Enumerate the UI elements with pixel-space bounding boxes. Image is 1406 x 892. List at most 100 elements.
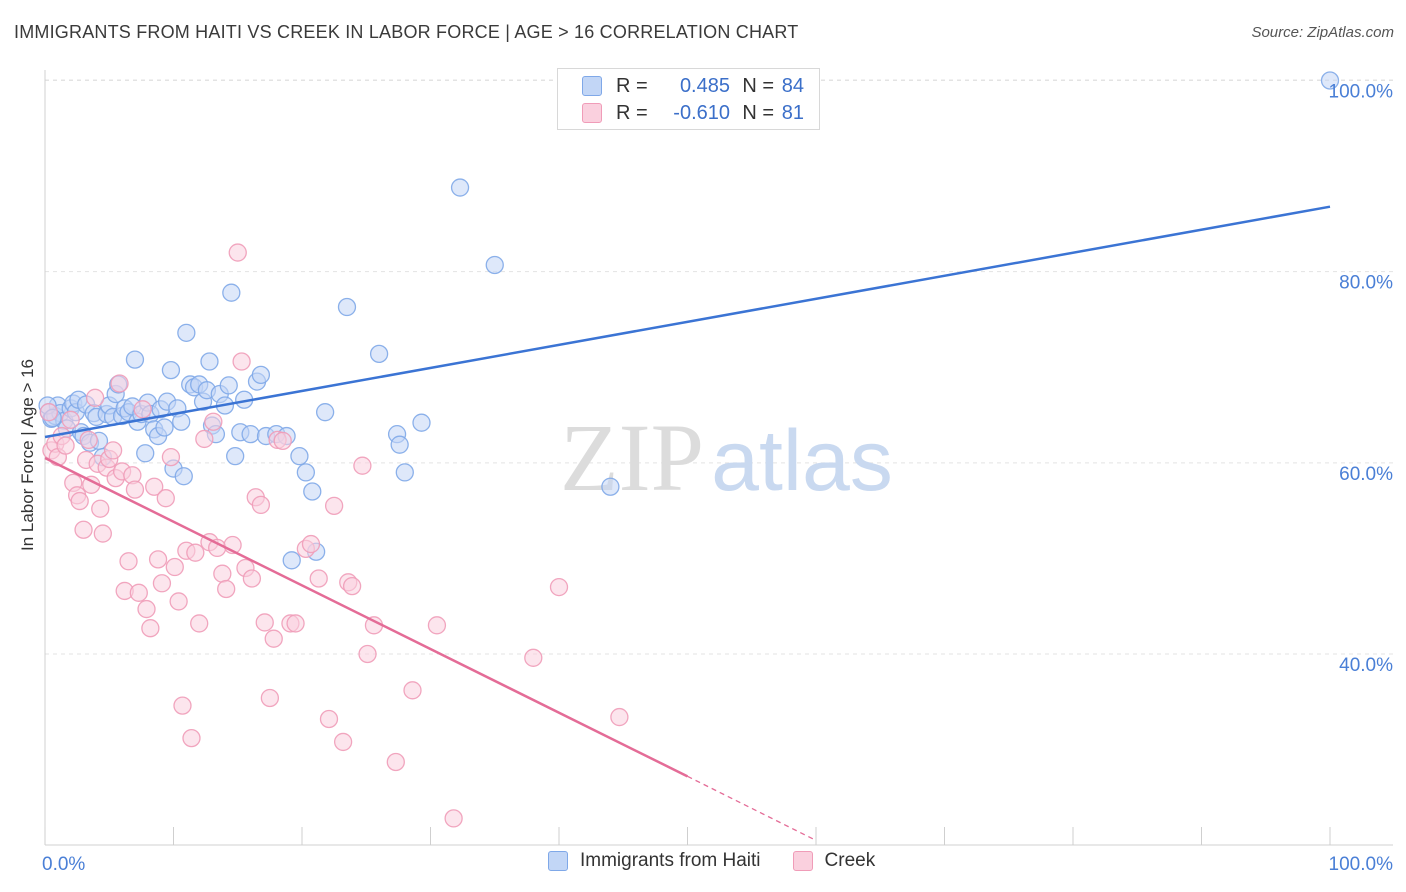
- haiti-point: [172, 412, 191, 431]
- creek-point: [39, 403, 59, 422]
- haiti-point: [412, 413, 431, 432]
- creek-point: [242, 569, 262, 588]
- stats-swatch-haiti: [582, 76, 602, 96]
- creek-point: [70, 491, 89, 511]
- creek-point: [264, 629, 283, 648]
- n-value-haiti: 84: [781, 74, 804, 97]
- creek-point: [156, 489, 175, 508]
- source-credit: Source: ZipAtlas.com: [1251, 24, 1394, 41]
- creek-point: [610, 707, 629, 727]
- creek-point: [301, 534, 321, 554]
- creek-point: [182, 728, 201, 748]
- haiti-point: [390, 435, 409, 454]
- creek-point: [333, 732, 353, 752]
- creek-point: [255, 613, 274, 632]
- haiti-point: [219, 376, 238, 395]
- creek-point: [79, 430, 98, 450]
- creek-point: [342, 576, 362, 596]
- y-tick-label: 100.0%: [1329, 82, 1394, 103]
- creek-point: [85, 388, 105, 407]
- r-value-haiti: 0.485: [679, 74, 730, 97]
- creek-point: [273, 431, 292, 450]
- creek-point: [195, 429, 214, 449]
- creek-point: [217, 579, 236, 599]
- data-points: [38, 71, 1340, 828]
- creek-point: [125, 480, 145, 499]
- chart-title: IMMIGRANTS FROM HAITI VS CREEK IN LABOR …: [14, 22, 799, 42]
- haiti-point: [369, 344, 389, 364]
- creek-point: [204, 412, 223, 431]
- creek-point: [190, 614, 209, 633]
- legend-swatch-creek: [792, 851, 813, 871]
- n-value-creek: 81: [781, 101, 804, 124]
- legend-label-creek: Creek: [824, 850, 876, 871]
- creek-point: [186, 543, 205, 562]
- haiti-point: [337, 297, 357, 317]
- haiti-point: [315, 403, 335, 422]
- creek-point: [403, 681, 422, 700]
- watermark: ZIP atlas: [560, 404, 893, 511]
- creek-point: [161, 447, 181, 467]
- haiti-point: [241, 425, 260, 444]
- legend-label-haiti: Immigrants from Haiti: [580, 850, 761, 871]
- stats-row-haiti: R = 0.485 N = 84: [582, 73, 804, 99]
- creek-point: [74, 520, 93, 539]
- legend-item-creek: Creek: [792, 850, 876, 872]
- watermark-atlas: atlas: [711, 413, 893, 509]
- legend-swatch-haiti: [548, 851, 568, 871]
- creek-point: [148, 550, 168, 569]
- creek-point: [353, 456, 372, 475]
- creek-point: [549, 577, 569, 597]
- y-tick-label: 40.0%: [1339, 655, 1393, 676]
- haiti-point: [200, 352, 219, 371]
- creek-point: [141, 619, 160, 638]
- haiti-point: [155, 418, 174, 437]
- creek-point: [56, 436, 75, 455]
- creek-point: [173, 696, 192, 715]
- creek-point: [213, 564, 232, 583]
- r-label: R =: [616, 74, 648, 97]
- haiti-point: [251, 365, 271, 385]
- haiti-point: [125, 350, 145, 369]
- n-label: N =: [742, 74, 774, 97]
- creek-point: [319, 709, 339, 729]
- creek-point: [91, 499, 110, 518]
- haiti-point: [282, 551, 301, 570]
- haiti-point: [161, 360, 181, 380]
- haiti-point: [296, 463, 316, 482]
- r-label: R =: [616, 101, 648, 124]
- haiti-point: [395, 463, 414, 482]
- creek-point: [165, 557, 184, 577]
- tick-labels: 40.0% 60.0% 80.0% 100.0% 0.0% 100.0%: [42, 82, 1393, 876]
- creek-point: [119, 552, 138, 571]
- haiti-point: [174, 467, 193, 486]
- legend-item-haiti: Immigrants from Haiti: [548, 850, 761, 872]
- y-tick-label: 80.0%: [1339, 273, 1393, 294]
- creek-point: [137, 599, 156, 619]
- creek-point: [358, 644, 377, 664]
- haiti-point: [485, 255, 504, 275]
- x-tick-label-end: 100.0%: [1329, 854, 1394, 875]
- creek-point: [103, 441, 123, 460]
- r-value-creek: -0.610: [673, 101, 730, 124]
- creek-point: [232, 352, 251, 371]
- watermark-zip: ZIP: [560, 404, 704, 511]
- haiti-point: [303, 482, 322, 501]
- creek-point: [260, 688, 280, 708]
- x-tick-label-start: 0.0%: [42, 854, 85, 875]
- creek-point: [444, 809, 463, 828]
- creek-point: [208, 538, 227, 558]
- creek-point: [61, 410, 80, 429]
- creek-point: [228, 243, 247, 262]
- y-tick-label: 60.0%: [1339, 464, 1393, 485]
- haiti-point: [450, 178, 470, 197]
- creek-point: [129, 583, 148, 602]
- haiti-point: [1320, 71, 1340, 90]
- creek-point: [324, 496, 344, 515]
- haiti-point: [222, 283, 241, 302]
- creek-point: [524, 648, 543, 667]
- creek-point: [145, 477, 164, 496]
- creek-point: [152, 574, 172, 593]
- creek-point: [251, 495, 271, 515]
